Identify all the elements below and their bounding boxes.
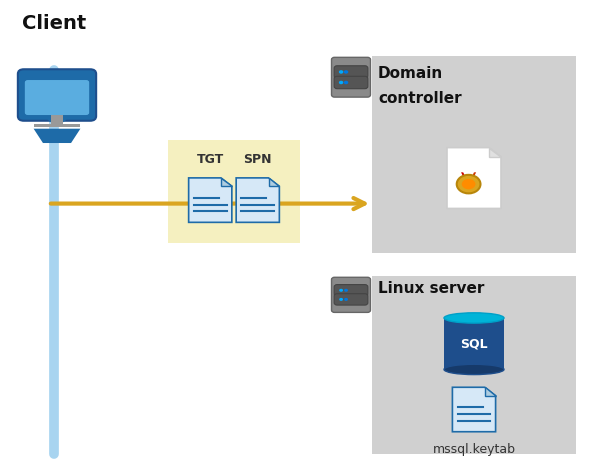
Circle shape (339, 298, 343, 301)
Circle shape (344, 80, 348, 84)
Polygon shape (221, 178, 232, 186)
Polygon shape (485, 388, 496, 396)
FancyBboxPatch shape (331, 58, 370, 97)
FancyBboxPatch shape (25, 80, 89, 115)
Circle shape (344, 298, 348, 301)
Polygon shape (34, 129, 80, 143)
Text: Client: Client (22, 14, 86, 33)
Text: Linux server: Linux server (378, 281, 484, 296)
Text: Domain: Domain (378, 66, 443, 80)
Polygon shape (269, 178, 280, 186)
Text: TGT: TGT (197, 153, 224, 166)
FancyBboxPatch shape (334, 285, 368, 296)
Bar (51, 114, 63, 124)
Polygon shape (489, 147, 501, 157)
FancyBboxPatch shape (334, 76, 368, 88)
Polygon shape (447, 147, 501, 208)
FancyBboxPatch shape (334, 66, 368, 78)
FancyBboxPatch shape (372, 276, 576, 454)
Text: controller: controller (378, 91, 461, 106)
Bar (444, 318, 504, 369)
Polygon shape (461, 172, 467, 180)
FancyBboxPatch shape (331, 277, 370, 313)
Polygon shape (470, 172, 476, 180)
Circle shape (461, 178, 476, 190)
Polygon shape (236, 178, 280, 222)
Circle shape (457, 175, 481, 193)
FancyBboxPatch shape (18, 69, 96, 121)
Circle shape (339, 289, 343, 292)
Text: SQL: SQL (460, 337, 488, 350)
Ellipse shape (444, 364, 504, 374)
FancyBboxPatch shape (334, 294, 368, 305)
Text: mssql.keytab: mssql.keytab (433, 444, 515, 456)
Text: SPN: SPN (244, 153, 272, 166)
Polygon shape (452, 388, 496, 431)
Circle shape (344, 289, 348, 292)
Bar (34, 124, 80, 127)
Circle shape (344, 70, 348, 73)
Circle shape (339, 70, 343, 73)
Ellipse shape (444, 313, 504, 323)
FancyBboxPatch shape (168, 140, 300, 243)
Polygon shape (188, 178, 232, 222)
FancyBboxPatch shape (372, 56, 576, 253)
Circle shape (46, 107, 68, 124)
Circle shape (339, 80, 343, 84)
